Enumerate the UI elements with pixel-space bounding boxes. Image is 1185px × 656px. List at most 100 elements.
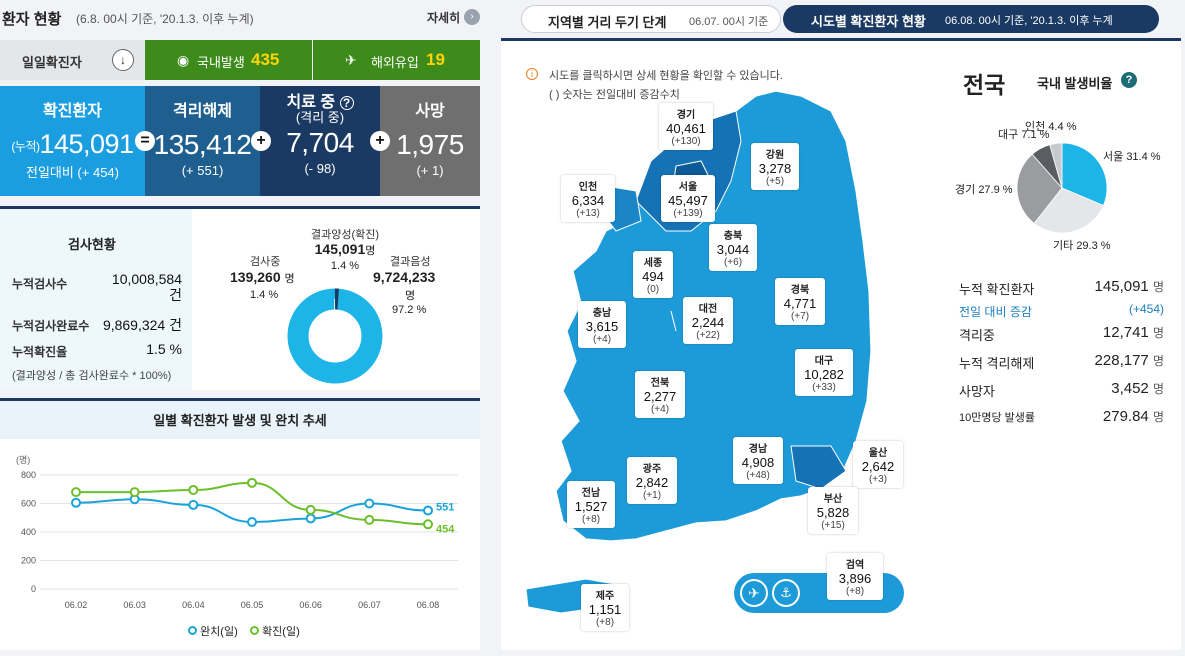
end-value-label: 551 — [436, 501, 454, 513]
pie-slice — [1061, 142, 1108, 207]
notice-text: 시도를 클릭하시면 상세 현황을 확인할 수 있습니다. — [549, 70, 783, 82]
end-value-label: 454 — [436, 523, 455, 535]
region-busan[interactable]: 부산 5,828 (+15) — [808, 487, 858, 534]
pie-label-incheon: 인천 4.4 % — [1025, 121, 1077, 133]
treating-value: 7,704 — [286, 127, 354, 158]
region-gyeonggi[interactable]: 경기 40,461 (+130) — [659, 103, 713, 150]
region-daegu[interactable]: 대구 10,282 (+33) — [795, 349, 853, 396]
confirmed-value: 145,091 — [39, 129, 134, 159]
confirmed-label: 확진환자 — [43, 103, 102, 120]
region-chungnam[interactable]: 충남 3,615 (+4) — [578, 301, 626, 348]
status-header: 환자 현황 (6.8. 00시 기준, '20.1.3. 이후 누계) 자세히 … — [0, 0, 490, 36]
region-map-panel: i 시도를 클릭하시면 상세 현황을 확인할 수 있습니다. ( ) 숫자는 전… — [501, 38, 941, 650]
x-tick-label: 06.03 — [123, 600, 146, 610]
equals-icon: = — [135, 131, 155, 151]
more-link[interactable]: 자세히 — [427, 11, 461, 25]
treating-box[interactable]: 치료 중 ? (격리 중) 7,704 (- 98) — [260, 86, 380, 196]
overseas-count: ✈ 해외유입 19 — [313, 40, 480, 80]
delta-row: 전일 대비 증감 (+454) — [959, 302, 1164, 319]
released-delta: (+ 551) — [181, 163, 224, 178]
data-point — [188, 484, 199, 495]
data-point — [71, 487, 81, 498]
nation-panel: 전국 국내 발생비율 ? 서울 31.4 % 기타 29.3 % 경기 27.9… — [941, 38, 1181, 650]
busan-shape[interactable] — [790, 445, 847, 490]
tab-distancing[interactable]: 지역별 거리 두기 단계 06.07. 00시 기준 — [521, 5, 781, 33]
legend-recovered[interactable]: 완치(일) — [188, 623, 238, 639]
y-tick-label: 600 — [21, 499, 36, 509]
deaths-value: 1,975 — [396, 129, 464, 160]
pie-slice — [1033, 187, 1104, 234]
deaths-row: 사망자 3,452 명 — [959, 380, 1164, 399]
trend-panel: 일별 확진환자 발생 및 완치 추세 (명) 0 200 400 600 800 06.02… — [0, 398, 480, 650]
region-quarantine[interactable]: 검역 3,896 (+8) — [827, 553, 883, 600]
test-total-value: 10,008,584 건 — [111, 271, 182, 303]
x-tick-label: 06.04 — [182, 600, 205, 610]
data-point — [188, 499, 199, 510]
region-incheon[interactable]: 인천 6,334 (+13) — [561, 175, 615, 222]
region-chungbuk[interactable]: 충북 3,044 (+6) — [709, 224, 757, 271]
question-icon[interactable]: ? — [1121, 72, 1137, 88]
region-seoul[interactable]: 서울 45,497 (+139) — [661, 175, 715, 222]
x-tick-label: 06.08 — [417, 600, 440, 610]
y-tick-label: 400 — [21, 527, 36, 537]
test-summary: 검사현황 누적검사수 10,008,584 건 누적검사완료수 9,869,32… — [0, 209, 192, 390]
region-gyeongbuk[interactable]: 경북 4,771 (+7) — [775, 278, 825, 325]
chevron-right-icon[interactable]: › — [464, 9, 480, 25]
legend-confirmed[interactable]: 확진(일) — [250, 623, 300, 639]
test-title: 검사현황 — [68, 237, 116, 252]
released-box[interactable]: 격리해제 135,412 (+ 551) — [145, 86, 260, 196]
ratio-label: 국내 발생비율 — [1037, 76, 1113, 91]
question-icon[interactable]: ? — [339, 96, 354, 110]
donut-negative — [287, 288, 383, 384]
confirmed-box[interactable]: 확진환자 (누적)145,091 전일대비 (+ 454) — [0, 86, 145, 196]
plus-icon: + — [370, 131, 390, 151]
negative-value: 9,724,233 — [373, 269, 436, 285]
data-point — [305, 504, 316, 515]
pie-slice — [1049, 142, 1063, 189]
x-tick-label: 06.06 — [299, 600, 322, 610]
confirmed-delta: 전일대비 (+ 454) — [25, 165, 119, 180]
test-total-label: 누적검사수 — [12, 277, 68, 291]
formula-text: (결과양성 / 총 검사완료수 * 100%) — [12, 370, 172, 382]
region-daejeon[interactable]: 대전 2,244 (+22) — [683, 297, 733, 344]
region-sejong[interactable]: 세종 494 (0) — [633, 251, 673, 298]
x-tick-label: 06.05 — [241, 600, 264, 610]
deaths-delta: (+ 1) — [416, 163, 444, 178]
region-jeonnam[interactable]: 전남 1,527 (+8) — [567, 481, 615, 528]
released-row: 누적 격리해제 228,177 명 — [959, 352, 1164, 371]
confirmed-prefix: (누적) — [11, 139, 40, 154]
daily-bar: 일일확진자 ↓ ◉ 국내발생 435 ✈ 해외유입 19 — [0, 40, 480, 80]
nation-pie — [1016, 142, 1108, 234]
data-point — [364, 514, 375, 525]
tab-region-cases[interactable]: 시도별 확진환자 현황 06.08. 00시 기준, '20.1.3. 이후 누… — [783, 5, 1159, 33]
positive-rate-label: 누적확진율 — [12, 345, 68, 359]
released-value: 135,412 — [153, 129, 252, 160]
pie-label-other: 기타 29.3 % — [1053, 240, 1111, 252]
trend-chart: (명) 0 200 400 600 800 06.02 06.03 06.04 06.05 06.0… — [16, 455, 458, 610]
airplane-icon: ✈ — [345, 52, 357, 68]
ship-icon: ⚓ — [772, 579, 800, 607]
basis-text: (6.8. 00시 기준, '20.1.3. 이후 누계) — [76, 12, 254, 26]
treating-delta: (- 98) — [304, 161, 336, 176]
data-point — [305, 513, 316, 524]
pending-pct: 1.4 % — [250, 289, 279, 301]
test-done-label: 누적검사완료수 — [12, 319, 90, 333]
positive-label: 결과양성(확진) — [310, 229, 380, 241]
x-tick-label: 06.02 — [65, 600, 88, 610]
positive-pct: 1.4 % — [330, 260, 360, 272]
region-jeonbuk[interactable]: 전북 2,277 (+4) — [635, 371, 685, 418]
region-gwangju[interactable]: 광주 2,842 (+1) — [627, 457, 677, 504]
y-tick-label: 0 — [31, 584, 36, 594]
region-ulsan[interactable]: 울산 2,642 (+3) — [853, 441, 903, 488]
arrow-down-icon[interactable]: ↓ — [112, 49, 134, 71]
deaths-label: 사망 — [415, 103, 445, 120]
pie-slice — [1016, 153, 1063, 224]
domestic-count: ◉ 국내발생 435 — [145, 40, 312, 80]
deaths-box[interactable]: 사망 1,975 (+ 1) — [380, 86, 480, 196]
negative-unit: 명 — [405, 290, 416, 302]
region-gyeongnam[interactable]: 경남 4,908 (+48) — [733, 437, 783, 484]
region-jeju[interactable]: 제주 1,151 (+8) — [581, 584, 629, 631]
location-pin-icon: ◉ — [177, 52, 190, 68]
region-gangwon[interactable]: 강원 3,278 (+5) — [751, 143, 799, 190]
y-unit-label: (명) — [16, 455, 30, 465]
